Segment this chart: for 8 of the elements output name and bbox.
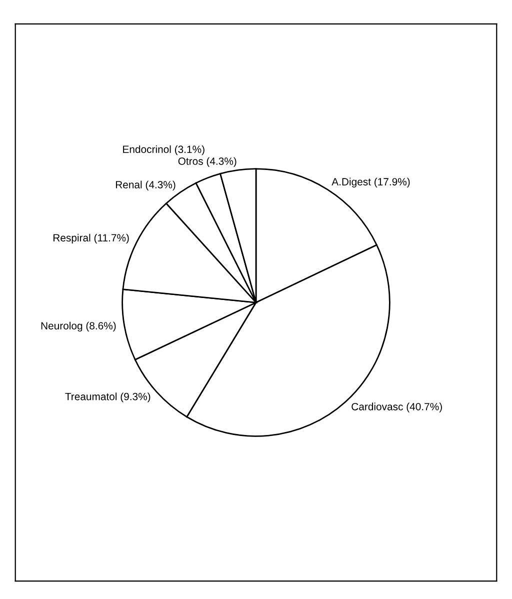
slice-label: A.Digest (17.9%): [332, 178, 410, 188]
slice-label: Endocrinol (3.1%): [123, 145, 204, 156]
slice-label: Otros (4.3%): [178, 157, 236, 167]
slice-label: Neurolog (8.6%): [41, 322, 116, 332]
slice-label: Treaumatol (9.3%): [65, 392, 150, 402]
slice-label: Respiral (11.7%): [54, 234, 129, 244]
slice-label: Cardiovasc (40.7%): [352, 402, 442, 412]
slice-label: Renal (4.3%): [116, 180, 176, 190]
